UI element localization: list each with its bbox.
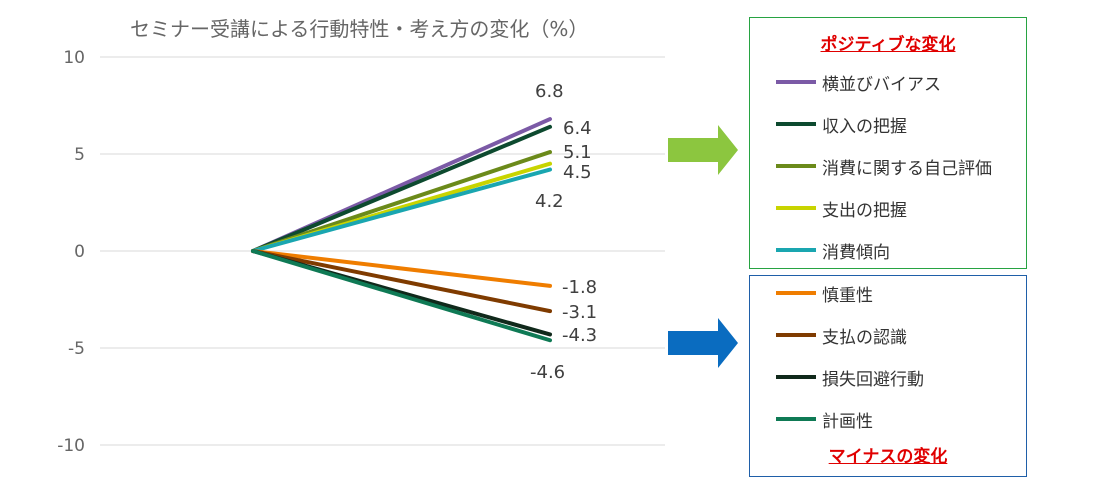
legend-label: 計画性: [822, 411, 873, 432]
data-labels: 6.8 6.4 5.14.5 4.2 -1.8 -3.1-4.3 -4.6: [530, 81, 597, 383]
y-tick-label: 10: [63, 48, 85, 68]
data-label: 6.4: [563, 118, 592, 139]
series-line: [251, 124, 552, 253]
data-label: 4.2: [535, 191, 564, 212]
series-line: [251, 249, 552, 288]
series-line: [251, 249, 552, 343]
legend-swatch: [776, 80, 816, 84]
data-label: -4.3: [562, 325, 597, 346]
data-label: 5.1: [563, 142, 592, 163]
series-lines: [251, 117, 552, 343]
legend-swatch: [776, 122, 816, 126]
y-tick-label: -5: [68, 339, 85, 359]
legend-label: 支出の把握: [822, 200, 907, 221]
legend-item: 消費に関する自己評価: [776, 155, 992, 179]
positive-legend: ポジティブな変化 横並びバイアス 収入の把握消費に関する自己評価 支出の把握消費傾向: [749, 17, 1027, 269]
chart-title: セミナー受講による行動特性・考え方の変化（%）: [130, 17, 588, 41]
legend-swatch: [776, 248, 816, 252]
legend-item: 慎重性: [776, 282, 873, 306]
legend-label: 支払の認識: [822, 327, 907, 348]
legend-swatch: [776, 417, 816, 421]
y-tick-label: 5: [74, 145, 85, 165]
legend-label: 損失回避行動: [822, 369, 924, 390]
data-label: -4.6: [530, 362, 565, 383]
legend-label: 消費傾向: [822, 242, 890, 263]
legend-swatch: [776, 206, 816, 210]
legend-swatch: [776, 164, 816, 168]
negative-legend-title: マイナスの変化: [828, 447, 948, 467]
y-tick-label: 0: [74, 242, 85, 262]
grid-lines: [100, 56, 665, 446]
legend-swatch: [776, 291, 816, 295]
legend-item: 収入の把握: [776, 113, 907, 137]
data-label: 6.8: [535, 81, 564, 102]
data-label: 4.5: [563, 162, 592, 183]
legend-item: 損失回避行動: [776, 366, 924, 390]
legend-swatch: [776, 375, 816, 379]
legend-item: 消費傾向: [776, 239, 890, 263]
legend-item: 支払の認識: [776, 324, 907, 348]
negative-arrow-icon: [668, 318, 738, 368]
positive-legend-title: ポジティブな変化: [820, 35, 956, 55]
y-axis-ticks: 10 5 0 -5 -10: [57, 48, 85, 456]
legend-label: 消費に関する自己評価: [822, 158, 992, 179]
legend-label: 慎重性: [822, 285, 873, 306]
legend-item: 支出の把握: [776, 197, 907, 221]
legend-item: 計画性: [776, 408, 873, 432]
legend-label: 収入の把握: [822, 116, 907, 137]
legend-swatch: [776, 333, 816, 337]
data-label: -1.8: [562, 277, 597, 298]
negative-legend: マイナスの変化 慎重性支払の認識損失回避行動 計画性: [749, 275, 1027, 477]
legend-label: 横並びバイアス: [822, 74, 941, 95]
data-label: -3.1: [562, 302, 597, 323]
y-tick-label: -10: [57, 436, 85, 456]
series-line: [251, 167, 552, 253]
legend-item: 横並びバイアス: [776, 71, 941, 95]
positive-arrow-icon: [668, 125, 738, 175]
series-line: [251, 249, 552, 314]
